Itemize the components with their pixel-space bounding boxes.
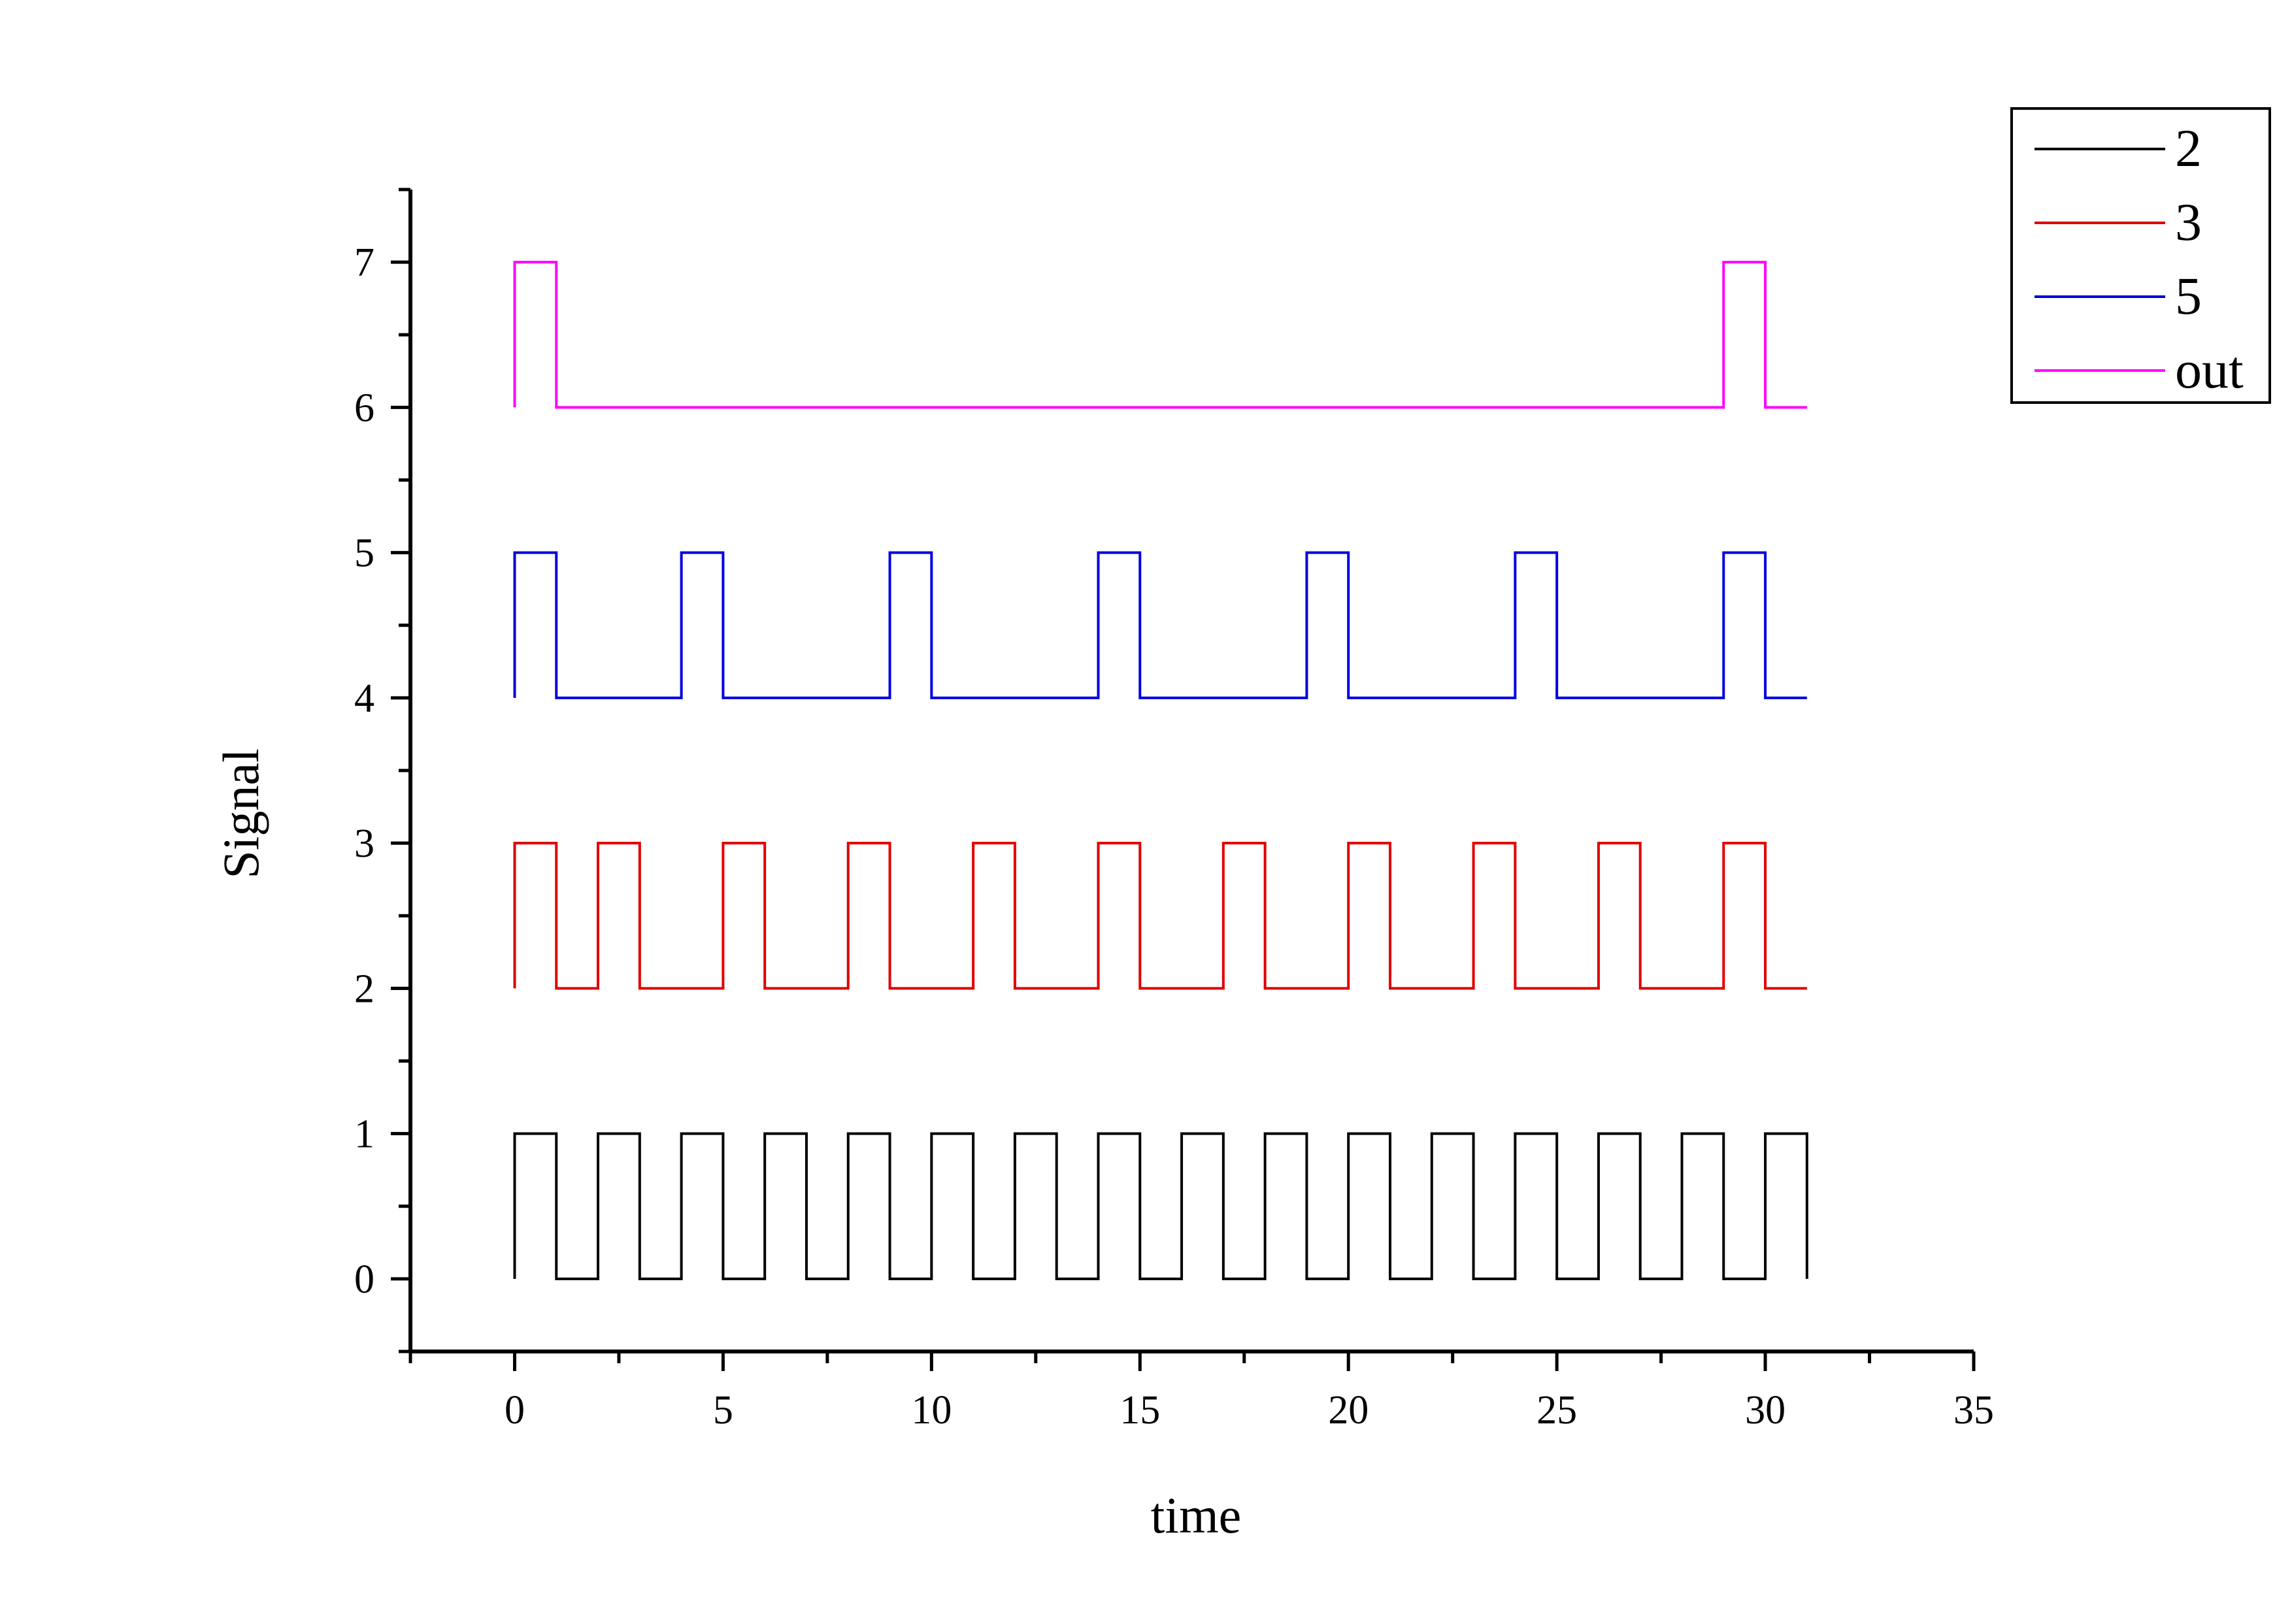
y-tick-label: 2 xyxy=(354,967,374,1011)
y-tick-label: 0 xyxy=(354,1257,374,1302)
x-tick-label: 35 xyxy=(1953,1388,1994,1433)
x-tick-label: 10 xyxy=(911,1388,952,1433)
x-tick-label: 20 xyxy=(1328,1388,1369,1433)
y-tick-label: 3 xyxy=(354,821,374,866)
y-tick-label: 7 xyxy=(354,240,374,285)
legend-label-out: out xyxy=(2175,340,2244,399)
series-line-5 xyxy=(513,551,1807,699)
x-tick-label: 15 xyxy=(1120,1388,1160,1433)
y-tick-label: 4 xyxy=(354,676,374,721)
y-tick-label: 1 xyxy=(354,1112,374,1157)
y-axis-label: Signal xyxy=(212,748,269,878)
legend-label-3: 3 xyxy=(2175,192,2202,252)
x-tick-label: 5 xyxy=(713,1388,733,1433)
x-axis-label: time xyxy=(1151,1487,1242,1544)
axes-group: 0 5 10 15 20 25 30 35 0 1 2 3 4 5 6 7 xyxy=(354,188,1994,1433)
series-line-2 xyxy=(513,1132,1808,1280)
x-tick-label: 0 xyxy=(505,1388,525,1433)
legend-label-2: 2 xyxy=(2175,118,2202,178)
legend-label-5: 5 xyxy=(2175,266,2202,325)
series-line-3 xyxy=(513,842,1807,990)
series-line-out xyxy=(513,261,1807,409)
x-tick-label: 30 xyxy=(1745,1388,1785,1433)
legend-box xyxy=(2010,107,2271,404)
y-tick-label: 6 xyxy=(354,386,374,430)
x-tick-label: 25 xyxy=(1536,1388,1577,1433)
legend: 2 3 5 out xyxy=(2010,107,2271,404)
y-tick-label: 5 xyxy=(354,531,374,576)
series-layer xyxy=(513,261,1808,1280)
